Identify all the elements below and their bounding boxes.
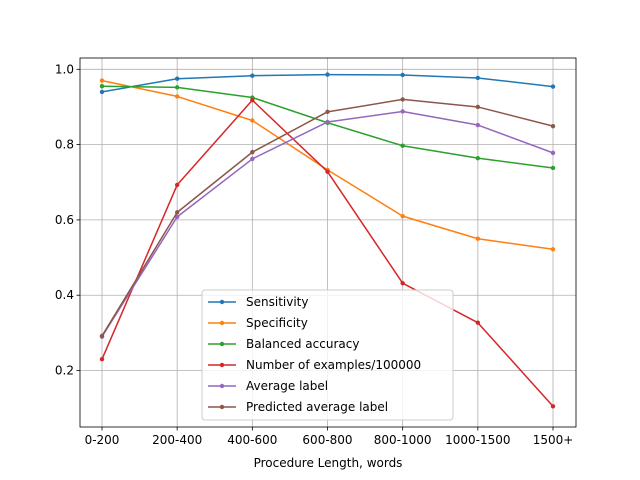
y-tick-label: 0.8: [55, 138, 74, 152]
data-point: [550, 247, 556, 252]
data-point: [250, 97, 255, 103]
x-tick-label: 200-400: [152, 433, 202, 447]
y-axis-ticks: 0.2 0.4 0.6 0.8 1.0: [55, 62, 80, 378]
data-point: [174, 76, 180, 81]
data-point: [400, 97, 405, 102]
data-point: [400, 72, 405, 78]
series-group: [99, 72, 556, 409]
x-tick-label: 800-1000: [374, 433, 432, 447]
x-tick-label: 1000-1500: [445, 433, 510, 447]
x-axis-ticks: 0-200 200-400 400-600 600-800 800-1000 1000-1…: [85, 427, 574, 447]
legend-marker: [219, 299, 225, 305]
data-point: [325, 119, 330, 125]
data-point: [325, 72, 330, 77]
data-point: [174, 85, 180, 90]
data-point: [475, 75, 481, 81]
legend-label: Specificity: [246, 316, 308, 330]
data-point: [400, 143, 405, 148]
series-5: [99, 97, 556, 339]
legend-box: [201, 289, 454, 421]
legend-label: Sensitivity: [246, 295, 308, 309]
legend-item: Sensitivity: [208, 295, 308, 309]
data-point: [475, 320, 481, 325]
y-tick-label: 0.2: [55, 364, 74, 378]
data-point: [475, 155, 481, 161]
plot-frame: [79, 57, 577, 428]
data-point: [250, 118, 255, 123]
legend-label: Average label: [246, 379, 328, 393]
legend: Sensitivity Specificity Balanced accuracy N…: [201, 289, 454, 421]
legend-item: Balanced accuracy: [208, 337, 359, 351]
legend-marker: [219, 362, 225, 368]
data-point: [550, 150, 556, 156]
data-point: [174, 210, 180, 215]
data-point: [325, 109, 330, 115]
legend-label: Number of examples/100000: [246, 358, 421, 372]
data-point: [99, 357, 105, 362]
data-point: [400, 280, 405, 286]
data-point: [550, 165, 556, 171]
y-tick-label: 1.0: [55, 62, 74, 76]
series-0: [99, 72, 556, 95]
series-3: [99, 97, 556, 409]
data-point: [99, 89, 105, 95]
data-point: [174, 182, 180, 188]
y-tick-label: 0.6: [55, 213, 74, 227]
data-point: [250, 156, 255, 162]
data-point: [475, 236, 481, 241]
data-point: [174, 214, 180, 220]
y-tick-label: 0.4: [55, 288, 74, 302]
legend-item: Average label: [208, 379, 328, 393]
x-axis-label: Procedure Length, words: [254, 456, 403, 470]
legend-label: Predicted average label: [246, 400, 388, 414]
legend-marker: [219, 383, 225, 389]
x-tick-label: 600-800: [302, 433, 352, 447]
data-point: [325, 169, 330, 174]
data-point: [250, 73, 255, 78]
legend-label: Balanced accuracy: [246, 337, 359, 351]
legend-marker: [219, 341, 225, 347]
data-point: [475, 104, 481, 110]
x-tick-label: 400-600: [227, 433, 277, 447]
legend-item: Specificity: [208, 316, 308, 330]
x-tick-label: 0-200: [85, 433, 120, 447]
legend-marker: [219, 320, 225, 326]
data-point: [550, 84, 556, 89]
data-point: [99, 84, 105, 89]
data-point: [550, 404, 556, 409]
legend-item: Number of examples/100000: [208, 358, 421, 372]
data-point: [475, 122, 481, 128]
data-point: [250, 149, 255, 155]
x-tick-label: 1500+: [533, 433, 574, 447]
data-point: [174, 94, 180, 99]
data-point: [400, 213, 405, 219]
data-point: [400, 109, 405, 114]
data-point: [99, 78, 105, 83]
data-point: [550, 123, 556, 129]
legend-item: Predicted average label: [208, 400, 388, 414]
data-point: [99, 333, 105, 339]
legend-marker: [219, 404, 225, 410]
